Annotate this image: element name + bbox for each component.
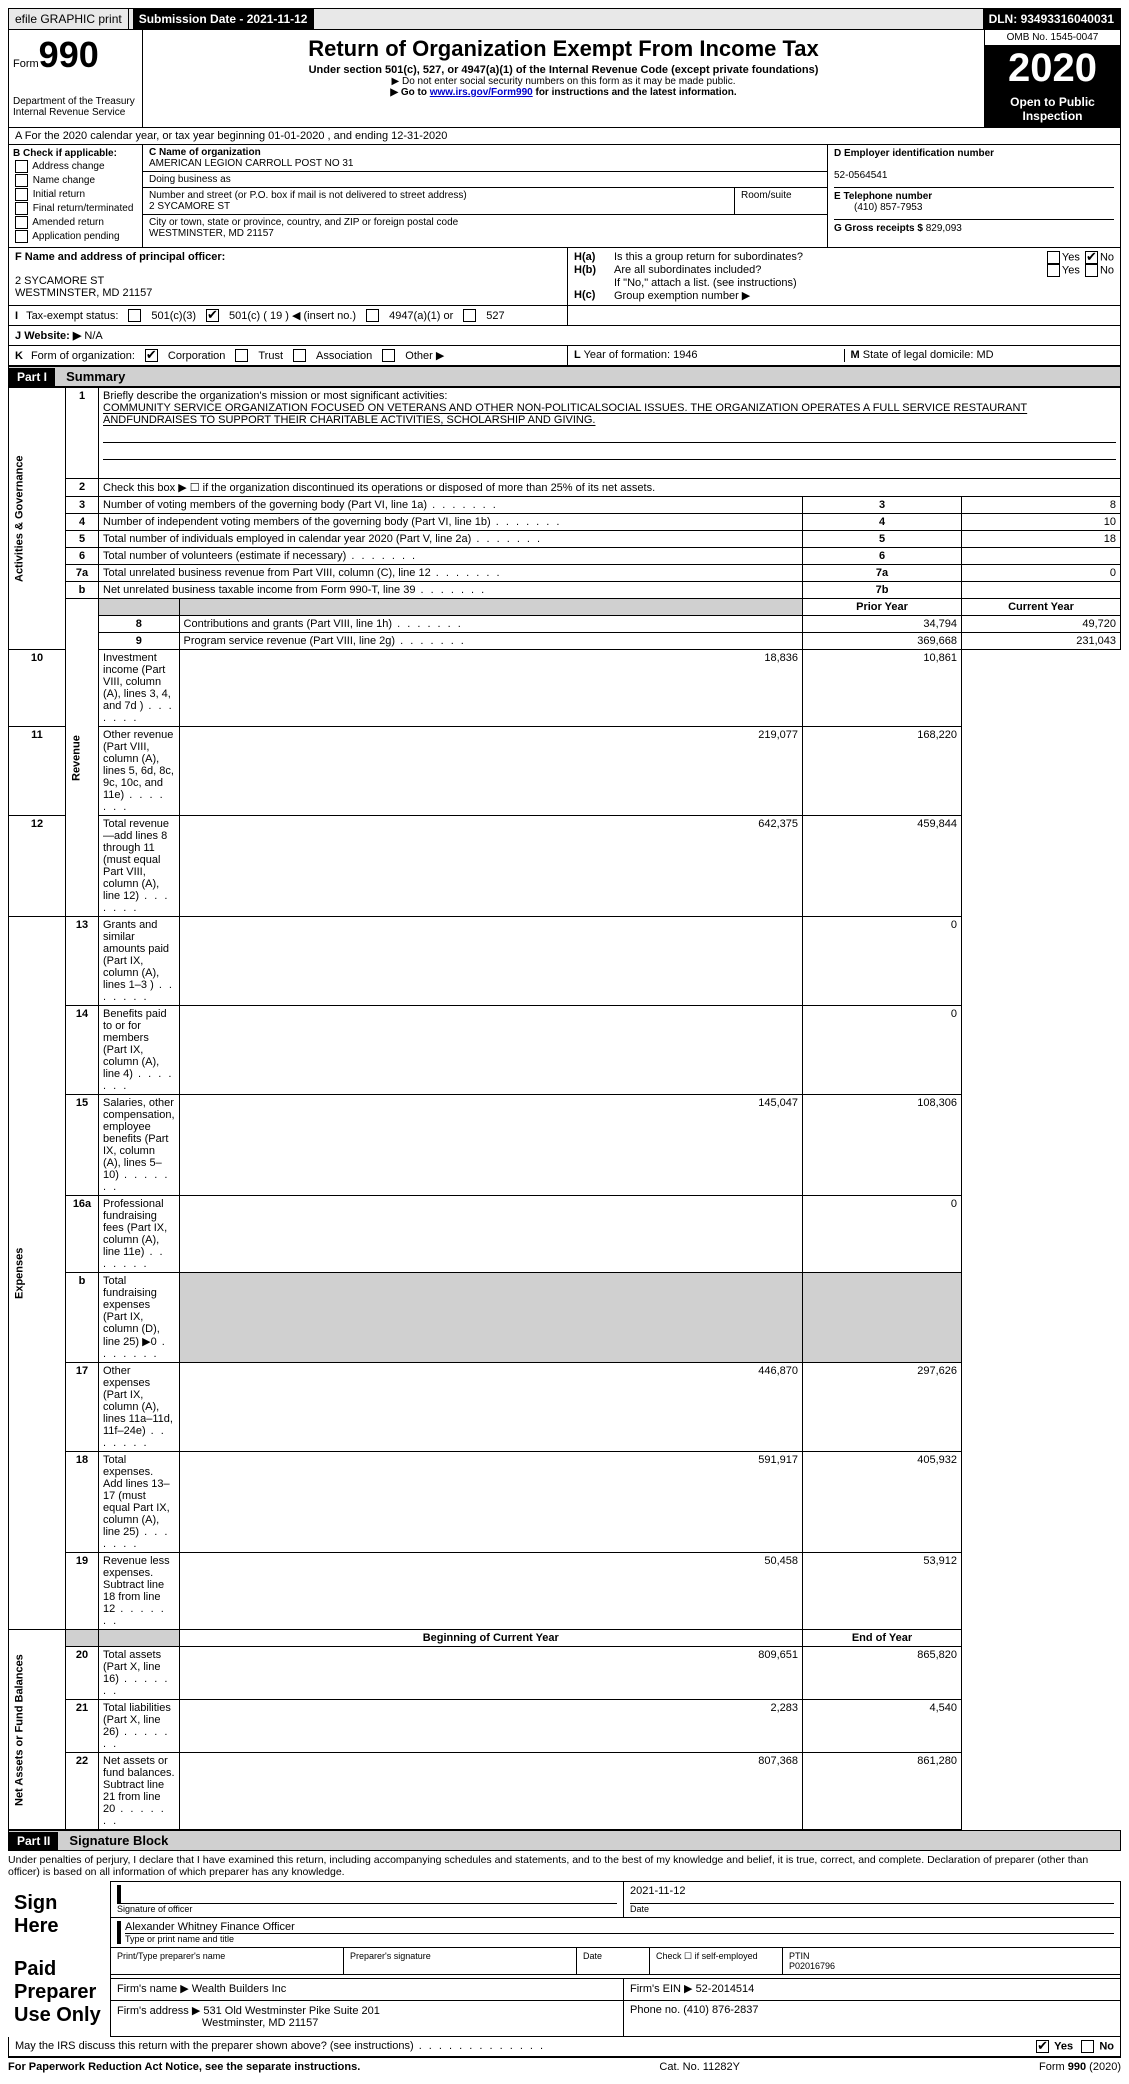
chk-501c3[interactable] xyxy=(128,309,141,322)
col-d-info: D Employer identification number 52-0564… xyxy=(827,145,1120,247)
instructions-link[interactable]: www.irs.gov/Form990 xyxy=(430,87,533,98)
dept-label: Department of the Treasury xyxy=(13,96,138,107)
phone-row: E Telephone number (410) 857-7953 xyxy=(834,187,1114,213)
line-a: A For the 2020 calendar year, or tax yea… xyxy=(8,128,1121,145)
entity-section: B Check if applicable: Address change Na… xyxy=(8,145,1121,248)
firm-address-2: Westminster, MD 21157 xyxy=(202,2017,318,2029)
f-block: F Name and address of principal officer:… xyxy=(9,248,568,305)
signature-table: Sign Here Signature of officer 2021-11-1… xyxy=(8,1881,1121,2037)
gross-receipts: 829,093 xyxy=(926,223,962,234)
city-cell: City or town, state or province, country… xyxy=(143,215,827,241)
side-expenses: Expenses xyxy=(9,917,66,1630)
nossn-note: ▶ Do not enter social security numbers o… xyxy=(149,76,978,87)
chk-pending[interactable]: Application pending xyxy=(13,230,138,243)
col-beginning: Beginning of Current Year xyxy=(179,1630,802,1647)
mission-statement: COMMUNITY SERVICE ORGANIZATION FOCUSED O… xyxy=(103,402,1027,426)
hb-yes[interactable] xyxy=(1047,264,1060,277)
year-box: OMB No. 1545-0047 2020 Open to Public In… xyxy=(984,30,1120,127)
chk-501c[interactable] xyxy=(206,309,219,322)
part2-bar: Part II Signature Block xyxy=(8,1830,1121,1851)
side-governance: Activities & Governance xyxy=(9,388,66,650)
open-to-public: Open to Public Inspection xyxy=(985,91,1120,127)
top-toolbar: efile GRAPHIC print Submission Date - 20… xyxy=(8,8,1121,30)
chk-address-change[interactable]: Address change xyxy=(13,160,138,173)
form-header: Form990 Department of the Treasury Inter… xyxy=(8,30,1121,128)
j-row: J Website: ▶ N/A xyxy=(8,326,1121,346)
phone-value: (410) 857-7953 xyxy=(854,202,922,213)
goto-line: ▶ Go to www.irs.gov/Form990 for instruct… xyxy=(149,87,978,98)
org-name-cell: C Name of organization AMERICAN LEGION C… xyxy=(143,145,827,172)
sign-here-label: Sign Here xyxy=(8,1882,111,1948)
chk-amended[interactable]: Amended return xyxy=(13,216,138,229)
firm-name: Wealth Builders Inc xyxy=(192,1983,287,1995)
gross-row: G Gross receipts $ 829,093 xyxy=(834,219,1114,234)
spacer xyxy=(318,16,978,22)
ein-value: 52-0564541 xyxy=(834,170,887,181)
col-prior-year: Prior Year xyxy=(803,599,962,616)
col-current-year: Current Year xyxy=(962,599,1121,616)
room-cell: Room/suite xyxy=(735,188,827,214)
side-revenue: Revenue xyxy=(66,599,99,917)
firm-address-1: 531 Old Westminster Pike Suite 201 xyxy=(203,2005,380,2017)
side-net-assets: Net Assets or Fund Balances xyxy=(9,1630,66,1830)
paid-preparer-label: Paid Preparer Use Only xyxy=(8,1948,111,2037)
dln-box: DLN: 93493316040031 xyxy=(983,9,1120,29)
form-id-box: Form990 Department of the Treasury Inter… xyxy=(9,30,143,127)
officer-name: Alexander Whitney Finance Officer xyxy=(125,1921,295,1933)
summary-table: Activities & Governance 1 Briefly descri… xyxy=(8,387,1121,1830)
sig-date-value: 2021-11-12 xyxy=(630,1885,1114,1903)
tax-year: 2020 xyxy=(985,46,1120,91)
catalog-number: Cat. No. 11282Y xyxy=(659,2061,740,2073)
col-b-checkboxes: B Check if applicable: Address change Na… xyxy=(9,145,143,247)
chk-final-return[interactable]: Final return/terminated xyxy=(13,202,138,215)
ha-no[interactable] xyxy=(1085,251,1098,264)
form-title: Return of Organization Exempt From Incom… xyxy=(149,36,978,62)
col-c-org-info: C Name of organization AMERICAN LEGION C… xyxy=(143,145,827,247)
chk-trust[interactable] xyxy=(235,349,248,362)
ein-row: D Employer identification number 52-0564… xyxy=(834,148,1114,181)
chk-corp[interactable] xyxy=(145,349,158,362)
omb-number: OMB No. 1545-0047 xyxy=(985,30,1120,46)
h-block: H(a) Is this a group return for subordin… xyxy=(568,248,1120,305)
chk-527[interactable] xyxy=(463,309,476,322)
discuss-row: May the IRS discuss this return with the… xyxy=(8,2037,1121,2057)
discuss-yes[interactable] xyxy=(1036,2040,1049,2053)
firm-ein: 52-2014514 xyxy=(696,1983,755,1995)
form-subtitle: Under section 501(c), 527, or 4947(a)(1)… xyxy=(149,64,978,76)
chk-name-change[interactable]: Name change xyxy=(13,174,138,187)
line-2: Check this box ▶ ☐ if the organization d… xyxy=(99,479,1121,497)
preparer-phone: (410) 876-2837 xyxy=(683,2004,758,2016)
paperwork-notice: For Paperwork Reduction Act Notice, see … xyxy=(8,2061,360,2073)
chk-initial-return[interactable]: Initial return xyxy=(13,188,138,201)
col-end: End of Year xyxy=(803,1630,962,1647)
discuss-no[interactable] xyxy=(1081,2040,1094,2053)
city-state-zip: WESTMINSTER, MD 21157 xyxy=(149,228,274,239)
hb-no[interactable] xyxy=(1085,264,1098,277)
k-l-m-row: K Form of organization: Corporation Trus… xyxy=(8,346,1121,366)
part1-bar: Part I Summary xyxy=(8,366,1121,387)
chk-assoc[interactable] xyxy=(293,349,306,362)
f-h-row: F Name and address of principal officer:… xyxy=(8,248,1121,306)
website-value: N/A xyxy=(84,330,102,342)
chk-other[interactable] xyxy=(382,349,395,362)
street-address: 2 SYCAMORE ST xyxy=(149,201,230,212)
h-note: If "No," attach a list. (see instruction… xyxy=(574,277,1114,289)
ha-yes[interactable] xyxy=(1047,251,1060,264)
footer: For Paperwork Reduction Act Notice, see … xyxy=(8,2057,1121,2076)
title-box: Return of Organization Exempt From Incom… xyxy=(143,30,984,127)
i-row: I Tax-exempt status: 501(c)(3) 501(c) ( … xyxy=(8,306,1121,326)
efile-label[interactable]: efile GRAPHIC print xyxy=(9,9,129,29)
org-name: AMERICAN LEGION CARROLL POST NO 31 xyxy=(149,158,354,169)
dba-cell: Doing business as xyxy=(143,172,827,188)
irs-label: Internal Revenue Service xyxy=(13,107,138,118)
street-cell: Number and street (or P.O. box if mail i… xyxy=(143,188,735,214)
submission-date-box: Submission Date - 2021-11-12 xyxy=(133,9,315,29)
chk-4947[interactable] xyxy=(366,309,379,322)
penalties-declaration: Under penalties of perjury, I declare th… xyxy=(8,1851,1121,1881)
form-version: Form 990 (2020) xyxy=(1039,2061,1121,2073)
ptin-value: P02016796 xyxy=(789,1961,835,1971)
